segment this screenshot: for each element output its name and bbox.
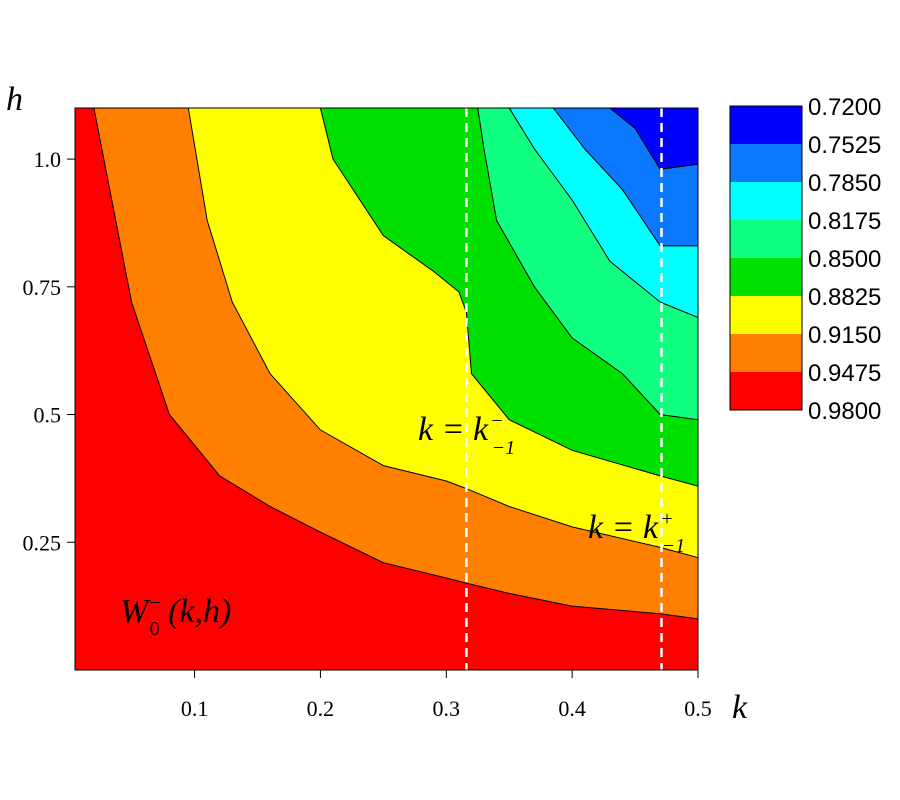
colorbar-swatch — [730, 220, 802, 259]
colorbar: 0.7200 0.7525 0.7850 0.8175 0.8500 0.8825 0.91… — [729, 94, 881, 425]
y-tick-label: 0.5 — [34, 403, 62, 428]
colorbar-swatch — [730, 334, 802, 373]
contour-region — [609, 108, 698, 170]
contour-line — [477, 108, 698, 421]
colorbar-swatch — [730, 296, 802, 335]
reference-lines — [465, 108, 663, 670]
x-tick-label: 0.4 — [558, 696, 586, 721]
colorbar-label: 0.9475 — [808, 360, 881, 387]
colorbar-swatch — [730, 144, 802, 183]
contour-line — [93, 108, 698, 620]
contour-line — [552, 108, 698, 247]
contour-line — [187, 108, 698, 559]
y-tick-label: 0.75 — [23, 275, 62, 300]
colorbar-label: 0.7850 — [808, 170, 881, 197]
x-tick-label: 0.3 — [433, 696, 461, 721]
x-tick-label: 0.5 — [684, 696, 712, 721]
x-axis: 0.1 0.2 0.3 0.4 0.5 — [181, 670, 712, 721]
colorbar-swatch — [730, 106, 802, 145]
contour-line — [609, 108, 698, 170]
contour-lines — [93, 108, 698, 620]
colorbar-label: 0.8825 — [808, 284, 881, 311]
contour-line — [508, 108, 698, 318]
colorbar-label: 0.7200 — [808, 94, 881, 121]
contour-regions — [75, 108, 698, 670]
x-axis-label: k — [732, 689, 748, 726]
y-axis: 0.25 0.5 0.75 1.0 — [23, 147, 75, 555]
colorbar-frame — [729, 105, 803, 411]
annotation-k-plus: k = k + −1 — [588, 508, 685, 557]
plot-frame — [74, 107, 699, 671]
x-tick-label: 0.1 — [181, 696, 209, 721]
colorbar-label: 0.9800 — [808, 398, 881, 425]
colorbar-label: 0.9150 — [808, 322, 881, 349]
colorbar-label: 0.7525 — [808, 132, 881, 159]
contour-line — [319, 108, 698, 487]
annotation-w0: W− 0 (k,h) — [120, 592, 231, 640]
colorbar-swatch — [730, 258, 802, 297]
colorbar-label: 0.8175 — [808, 208, 881, 235]
colorbar-swatch — [730, 182, 802, 221]
annotation-k-minus: k = k − −1 — [418, 410, 515, 459]
y-tick-label: 1.0 — [34, 147, 62, 172]
y-tick-label: 0.25 — [23, 530, 62, 555]
x-tick-label: 0.2 — [307, 696, 335, 721]
colorbar-label: 0.8500 — [808, 246, 881, 273]
y-axis-label: h — [6, 81, 23, 118]
colorbar-swatch — [730, 372, 802, 411]
